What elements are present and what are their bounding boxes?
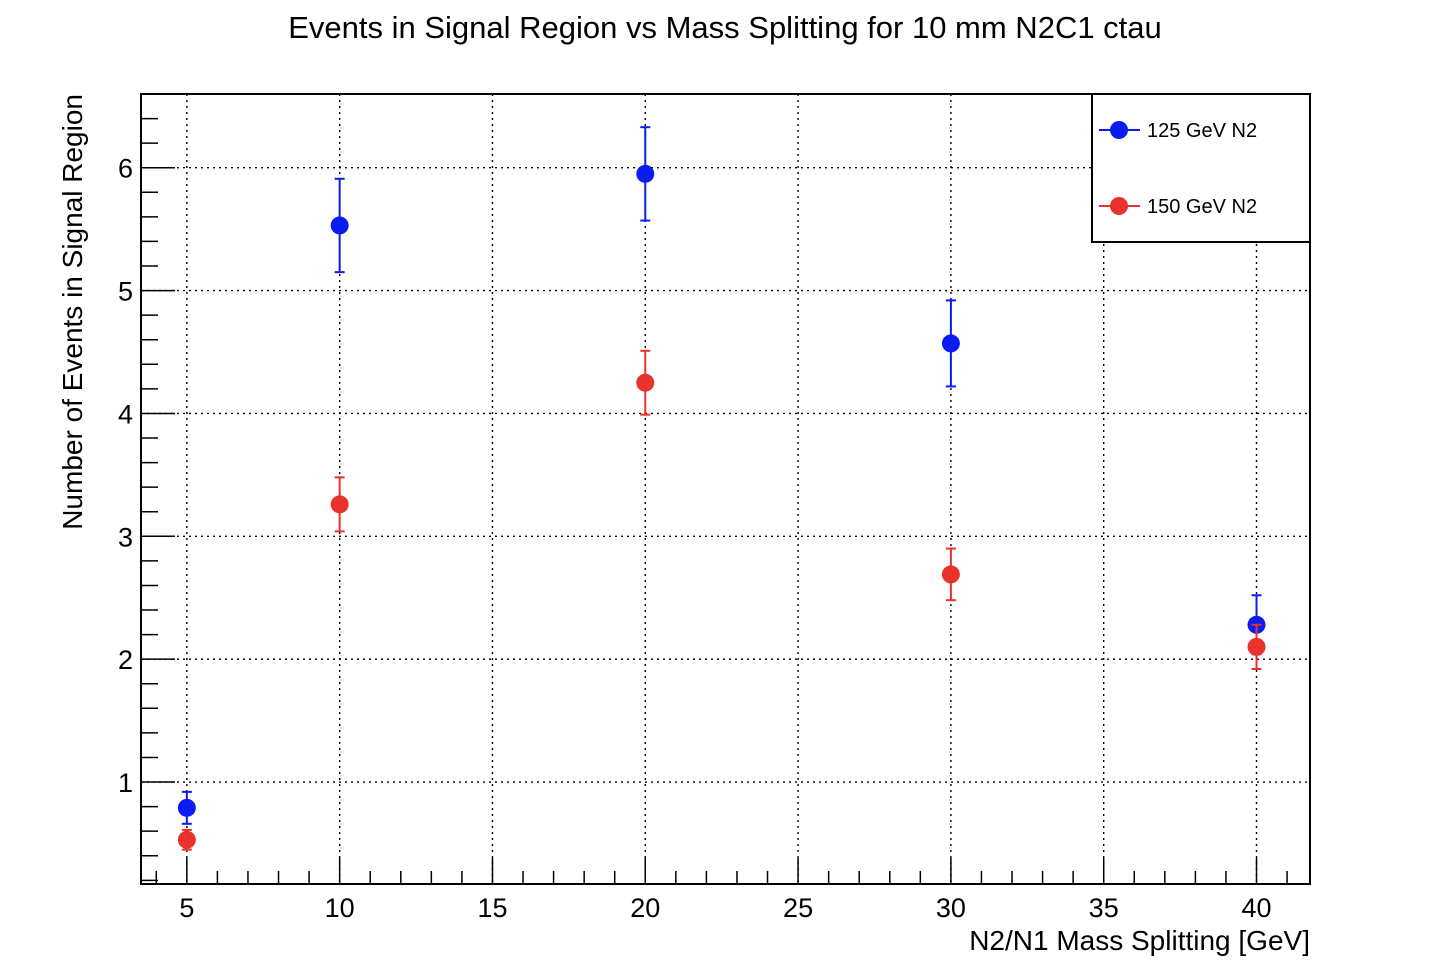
legend: 125 GeV N2 150 GeV N2 [1091,93,1311,243]
data-point [636,164,655,183]
data-point [330,495,349,514]
y-tick-label: 4 [118,399,133,429]
x-tick-label: 20 [630,893,660,923]
chart-title: Events in Signal Region vs Mass Splittin… [288,10,1162,45]
x-tick-label: 10 [325,893,355,923]
plot-frame [140,93,1311,885]
data-series [177,126,1266,851]
data-point [177,830,196,849]
axes: 5 10 15 20 25 30 35 40 1 2 3 4 5 6 [118,93,1288,923]
y-tick-label: 2 [118,645,133,675]
data-point [330,216,349,235]
x-axis-label: N2/N1 Mass Splitting [GeV] [969,925,1310,956]
x-tick-label: 40 [1241,893,1271,923]
x-tick-label: 35 [1089,893,1119,923]
data-point [636,373,655,392]
data-point [941,334,960,353]
y-tick-label: 3 [118,522,133,552]
data-point [1247,637,1266,656]
legend-label: 150 GeV N2 [1147,196,1257,218]
y-tick-label: 1 [118,768,133,798]
legend-box [1091,93,1311,243]
x-tick-label: 15 [477,893,507,923]
legend-label: 125 GeV N2 [1147,120,1257,142]
data-point [941,565,960,584]
x-tick-label: 5 [179,893,194,923]
data-point [177,798,196,817]
y-tick-label: 6 [118,154,133,184]
y-tick-label: 5 [118,277,133,307]
y-axis-label: Number of Events in Signal Region [57,94,88,530]
x-tick-label: 25 [783,893,813,923]
series-2 [177,349,1266,851]
legend-marker [1110,197,1128,215]
x-tick-label: 30 [936,893,966,923]
legend-marker [1110,121,1128,139]
